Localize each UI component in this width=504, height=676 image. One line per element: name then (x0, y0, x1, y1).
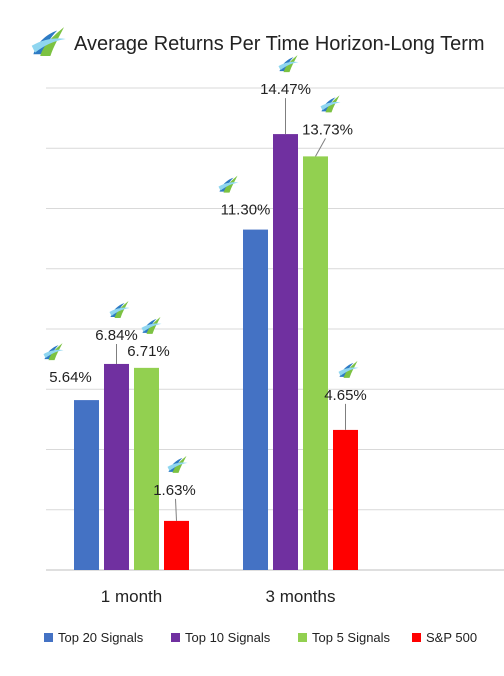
bar-top-10-signals-3-months (273, 134, 298, 570)
category-label: 3 months (266, 587, 336, 606)
title-logo-icon (31, 27, 66, 56)
legend-label: Top 10 Signals (185, 630, 271, 645)
data-label-logo-icon (320, 95, 341, 113)
data-label: 14.47% (260, 81, 311, 98)
data-label-logo-icon (338, 360, 359, 378)
data-label: 11.30% (221, 202, 271, 219)
label-leader-line (175, 498, 177, 521)
data-labels: 5.64% 6.84%6.71% 1.63% 11.30% 14.47% 13.73% 4.… (43, 55, 367, 521)
data-label-logo-icon (141, 316, 162, 334)
legend-label: S&P 500 (426, 630, 477, 645)
bar-s-p-500-3-months (333, 429, 358, 570)
bar-top-5-signals-1-month (134, 367, 159, 570)
data-label: 4.65% (324, 387, 367, 404)
data-label-logo-icon (278, 55, 299, 73)
legend-swatch (171, 633, 180, 642)
legend-label: Top 5 Signals (312, 630, 391, 645)
data-label: 5.64% (49, 369, 92, 386)
data-label: 6.71% (127, 343, 170, 360)
category-labels: 1 month 3 months (101, 587, 336, 606)
legend-swatch (298, 633, 307, 642)
bar-top-10-signals-1-month (104, 363, 129, 570)
bar-top-20-signals-1-month (74, 400, 99, 570)
legend-label: Top 20 Signals (58, 630, 144, 645)
chart-title: Average Returns Per Time Horizon-Long Te… (74, 33, 485, 55)
legend: Top 20 Signals Top 10 Signals Top 5 Signal… (44, 630, 477, 645)
bar-top-20-signals-3-months (243, 229, 268, 570)
data-label-logo-icon (109, 300, 130, 318)
label-leader-line (315, 138, 326, 157)
bars (74, 134, 358, 571)
category-label: 1 month (101, 587, 162, 606)
data-label: 1.63% (153, 482, 196, 499)
data-label: 13.73% (302, 121, 353, 138)
legend-swatch (412, 633, 421, 642)
data-label-logo-icon (167, 455, 188, 473)
data-label: 6.84% (95, 327, 138, 344)
title-group: Average Returns Per Time Horizon-Long Te… (31, 27, 485, 56)
bar-top-5-signals-3-months (303, 156, 328, 571)
bar-s-p-500-1-month (164, 520, 189, 570)
legend-swatch (44, 633, 53, 642)
data-label-logo-icon (218, 175, 239, 193)
data-label-logo-icon (43, 343, 64, 361)
